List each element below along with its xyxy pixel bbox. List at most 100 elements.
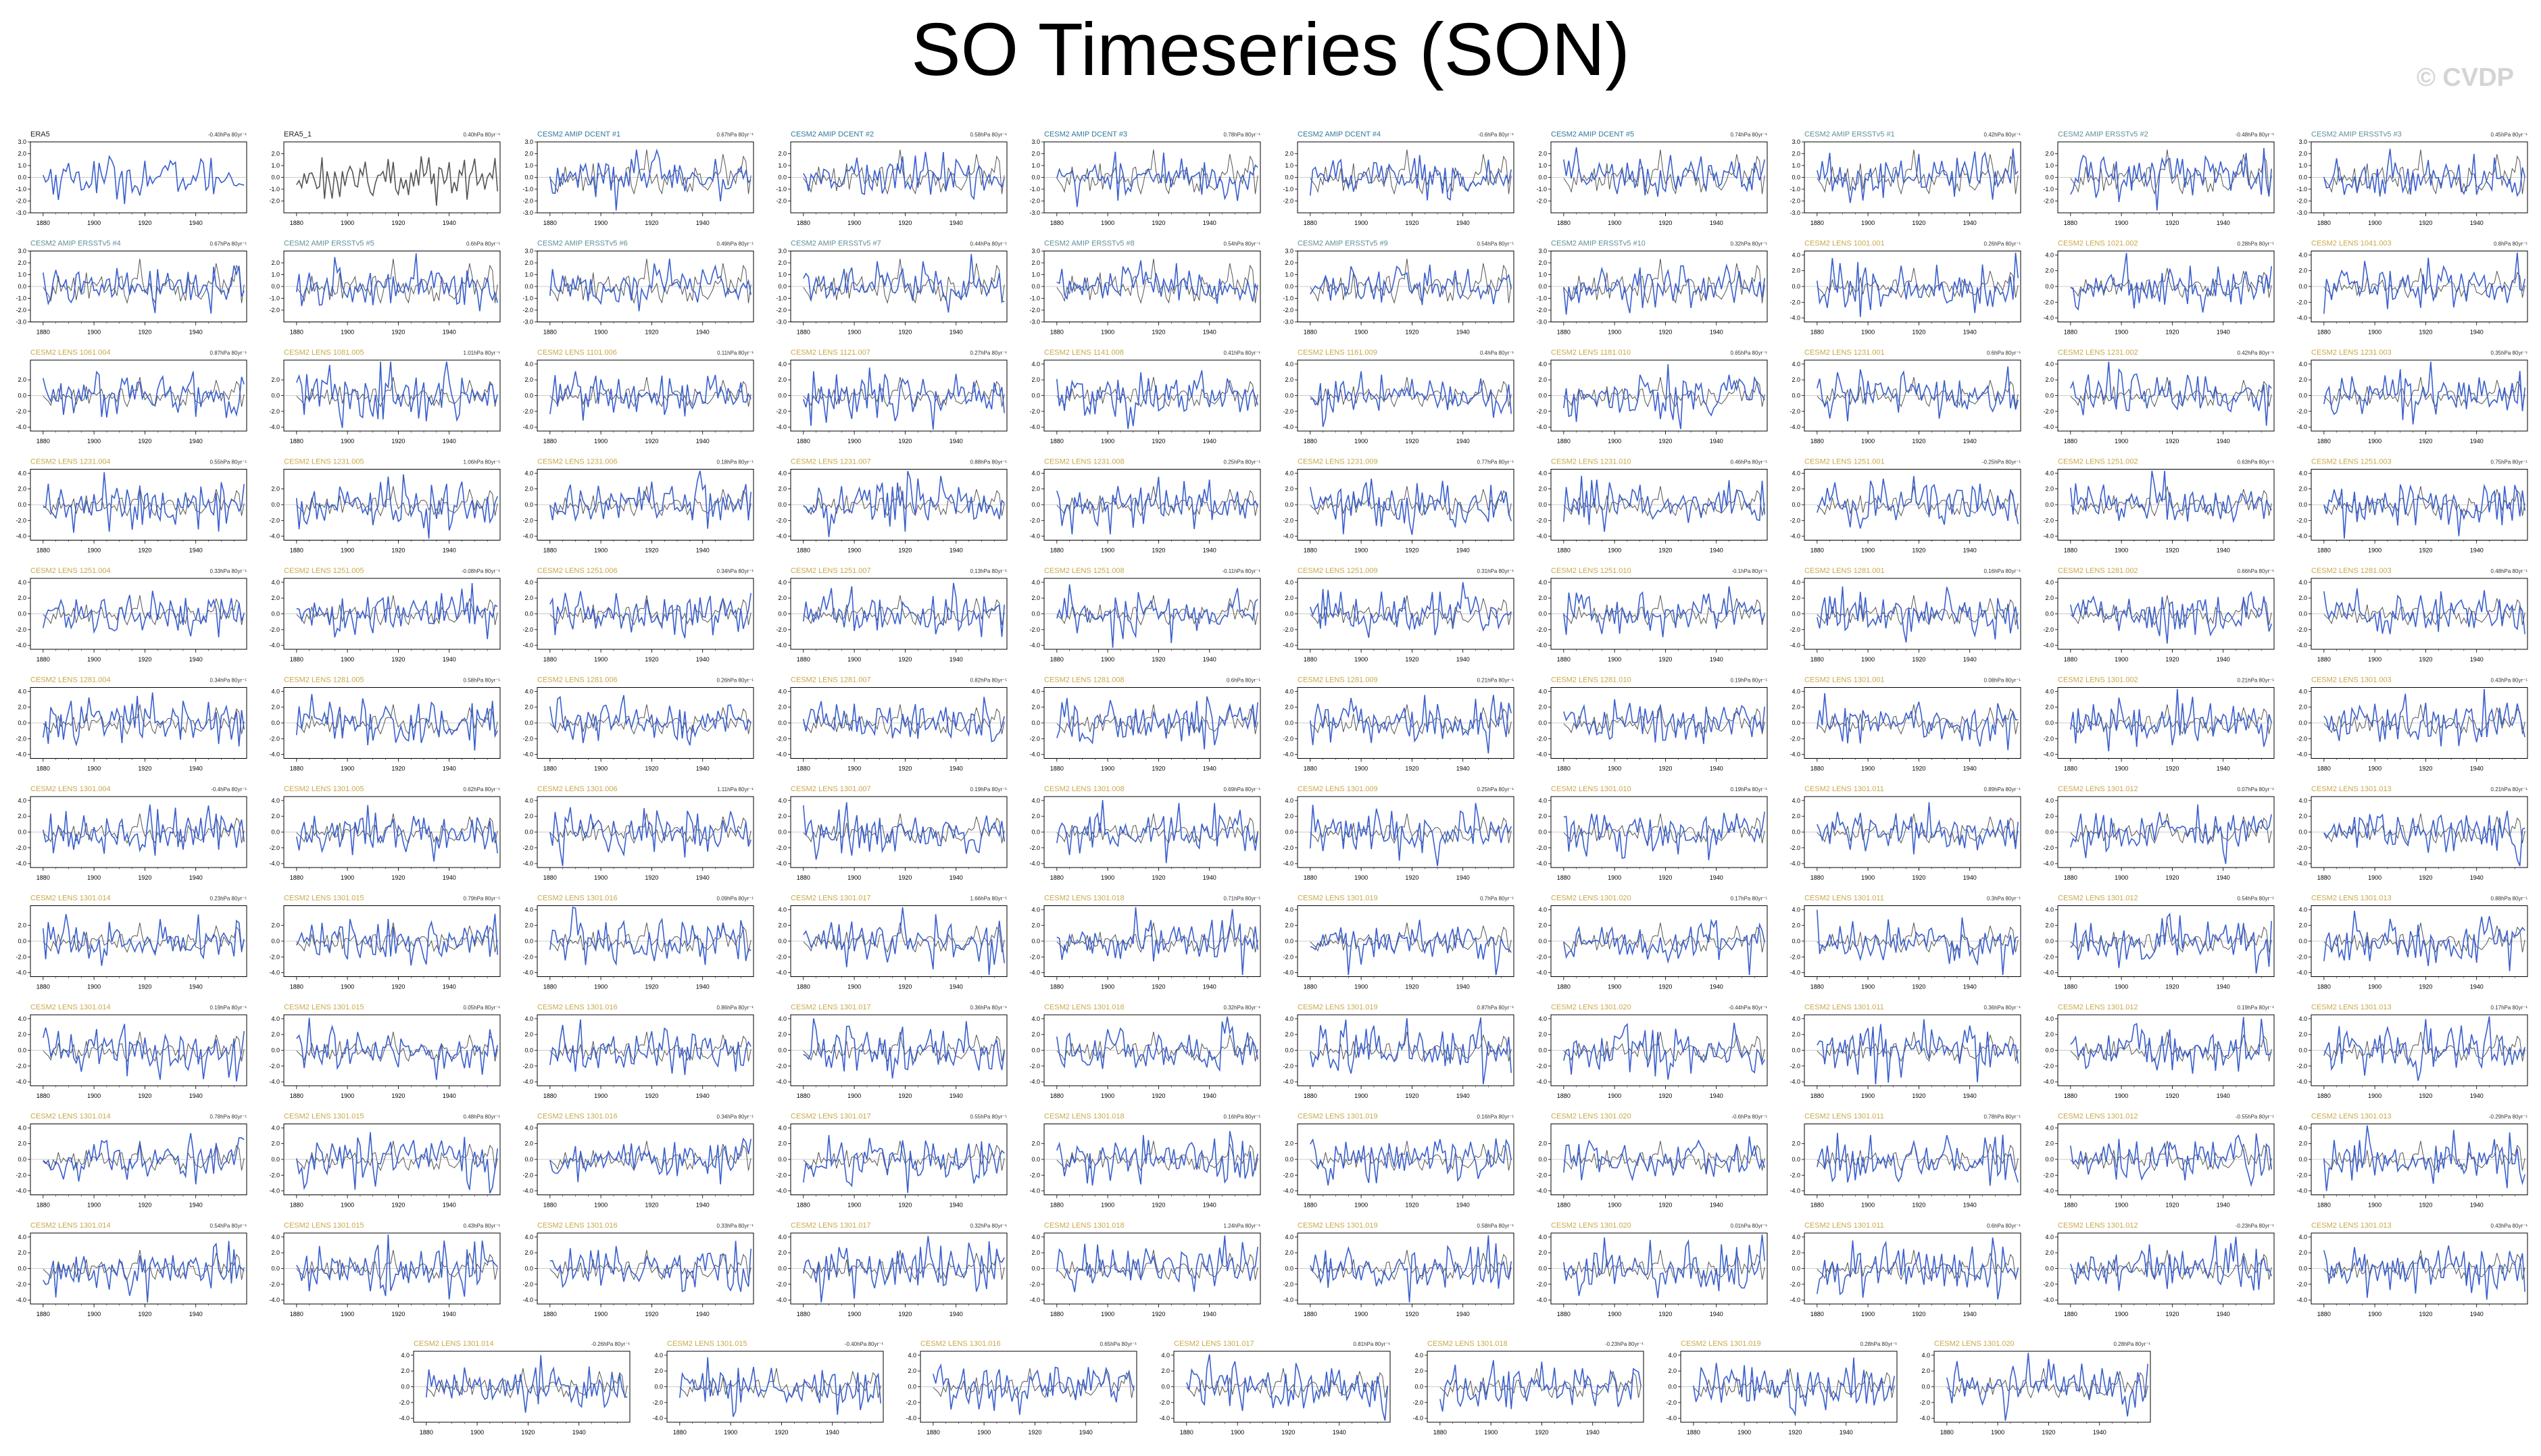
series-line — [933, 1363, 1135, 1415]
panel: CESM2 LENS 1301.019 0.28hPa 80yr⁻¹4.02.00… — [1666, 1340, 1898, 1436]
y-tick-label: 4.0 — [1538, 579, 1547, 586]
x-tick-label: 1920 — [1912, 220, 1925, 226]
y-tick-label: -4.0 — [2296, 533, 2307, 540]
x-tick-label: 1940 — [443, 438, 456, 445]
y-tick-label: -4.0 — [1159, 1415, 1170, 1422]
panel-title: CESM2 LENS 1301.019 — [1298, 895, 1378, 903]
series-line — [2070, 361, 2272, 426]
y-tick-label: -2.0 — [1029, 845, 1040, 851]
y-tick-label: 2.0 — [1792, 813, 1800, 820]
panel-title: CESM2 LENS 1301.018 — [1044, 1003, 1125, 1011]
y-tick-label: -2.0 — [16, 953, 26, 960]
y-tick-label: 4.0 — [1161, 1352, 1170, 1359]
panel-title: CESM2 LENS 1231.009 — [1298, 458, 1378, 466]
series-line — [1310, 582, 1512, 638]
x-tick-label: 1900 — [724, 1429, 737, 1436]
panel-title: CESM2 LENS 1301.018 — [1427, 1340, 1508, 1348]
obs-reference-line — [1439, 1368, 1642, 1399]
panel-title: CESM2 LENS 1301.003 — [2311, 676, 2392, 684]
x-tick-label: 1900 — [341, 547, 354, 554]
series-line — [1563, 147, 1765, 197]
obs-reference-line — [296, 704, 498, 735]
y-tick-label: 1.0 — [524, 272, 533, 278]
y-tick-label: 4.0 — [1414, 1352, 1423, 1359]
y-tick-label: 1.0 — [1792, 162, 1800, 169]
y-tick-label: -4.0 — [16, 1297, 26, 1303]
x-tick-label: 1920 — [645, 1202, 658, 1209]
y-tick-label: -4.0 — [16, 860, 26, 867]
x-tick-label: 1900 — [1608, 1311, 1621, 1317]
y-tick-label: -2.0 — [2296, 953, 2307, 960]
x-tick-label: 1920 — [898, 656, 912, 663]
y-tick-label: 2.0 — [2045, 704, 2054, 711]
panel: CESM2 LENS 1281.007 0.82hPa 80yr⁻¹4.02.00… — [776, 676, 1008, 772]
x-tick-label: 1920 — [2165, 765, 2179, 772]
x-tick-label: 1940 — [2217, 765, 2230, 772]
y-tick-label: 2.0 — [524, 486, 533, 493]
x-tick-label: 1940 — [1203, 220, 1216, 226]
y-tick-label: 0.0 — [1538, 1265, 1547, 1272]
series-line — [2323, 1245, 2525, 1300]
panel-title: CESM2 LENS 1231.003 — [2311, 349, 2392, 357]
x-tick-label: 1940 — [443, 765, 456, 772]
y-tick-label: 1.0 — [1285, 272, 1293, 278]
y-tick-label: -2.0 — [16, 517, 26, 524]
panel-title: CESM2 LENS 1281.007 — [791, 676, 871, 684]
x-tick-label: 1900 — [1608, 984, 1621, 990]
x-tick-label: 1920 — [1405, 329, 1418, 336]
panel: CESM2 AMIP DCENT #4 -0.6hPa 80yr⁻¹2.01.00… — [1283, 130, 1514, 226]
x-tick-label: 1920 — [2419, 874, 2432, 881]
y-tick-label: -1.0 — [269, 295, 280, 302]
x-tick-label: 1940 — [1963, 1202, 1977, 1209]
panel-title: CESM2 LENS 1301.012 — [2058, 1222, 2138, 1230]
y-tick-label: -3.0 — [2296, 209, 2307, 216]
obs-reference-line — [2323, 1250, 2525, 1280]
y-tick-label: 0.0 — [2298, 611, 2307, 618]
y-tick-label: 0.0 — [1031, 1265, 1040, 1272]
y-tick-label: -4.0 — [16, 1188, 26, 1195]
y-tick-label: 0.0 — [1285, 283, 1293, 290]
y-tick-label: 3.0 — [2298, 139, 2307, 145]
x-tick-label: 1880 — [1557, 438, 1571, 445]
y-tick-label: 4.0 — [2298, 797, 2307, 804]
y-tick-label: 2.0 — [18, 704, 26, 711]
x-tick-label: 1940 — [949, 874, 963, 881]
y-tick-label: -2.0 — [776, 626, 787, 633]
x-tick-label: 1880 — [2317, 874, 2331, 881]
x-tick-label: 1880 — [1050, 874, 1064, 881]
panel-trend-label: 0.75hPa 80yr⁻¹ — [2491, 459, 2528, 466]
x-tick-label: 1880 — [1050, 984, 1064, 990]
y-tick-label: -2.0 — [269, 1281, 280, 1288]
y-tick-label: 3.0 — [1792, 139, 1800, 145]
y-tick-label: 0.0 — [1538, 720, 1547, 726]
series-line — [2070, 804, 2272, 864]
panel: CESM2 LENS 1301.017 1.66hPa 80yr⁻¹4.02.00… — [776, 895, 1008, 990]
y-tick-label: 2.0 — [1792, 376, 1800, 383]
panel: CESM2 AMIP DCENT #5 0.74hPa 80yr⁻¹2.01.00… — [1536, 130, 1768, 226]
y-tick-label: 1.0 — [271, 272, 280, 278]
y-tick-label: 0.0 — [271, 283, 280, 290]
x-tick-label: 1940 — [1203, 329, 1216, 336]
panel-trend-label: 0.7hPa 80yr⁻¹ — [1480, 896, 1514, 902]
panel: CESM2 LENS 1301.007 0.19hPa 80yr⁻¹4.02.00… — [776, 785, 1008, 881]
x-tick-label: 1920 — [2165, 1311, 2179, 1317]
y-tick-label: 0.0 — [271, 1156, 280, 1163]
panel-title: CESM2 LENS 1281.001 — [1804, 567, 1885, 575]
x-tick-label: 1940 — [949, 656, 963, 663]
x-tick-label: 1920 — [898, 765, 912, 772]
y-tick-label: 0.0 — [1792, 1265, 1800, 1272]
obs-reference-line — [1693, 1368, 1895, 1399]
x-tick-label: 1920 — [138, 547, 151, 554]
x-tick-label: 1920 — [1405, 220, 1418, 226]
y-tick-label: 2.0 — [1285, 595, 1293, 601]
y-tick-label: 0.0 — [2298, 501, 2307, 508]
series-line — [1563, 476, 1765, 532]
x-tick-label: 1940 — [2470, 329, 2484, 336]
y-tick-label: -1.0 — [1029, 295, 1040, 302]
x-tick-label: 1920 — [1405, 1311, 1418, 1317]
y-tick-label: -4.0 — [16, 970, 26, 976]
x-tick-label: 1900 — [1861, 438, 1875, 445]
y-tick-label: -4.0 — [1283, 860, 1293, 867]
x-tick-label: 1940 — [1963, 438, 1977, 445]
y-tick-label: 2.0 — [1538, 1031, 1547, 1038]
